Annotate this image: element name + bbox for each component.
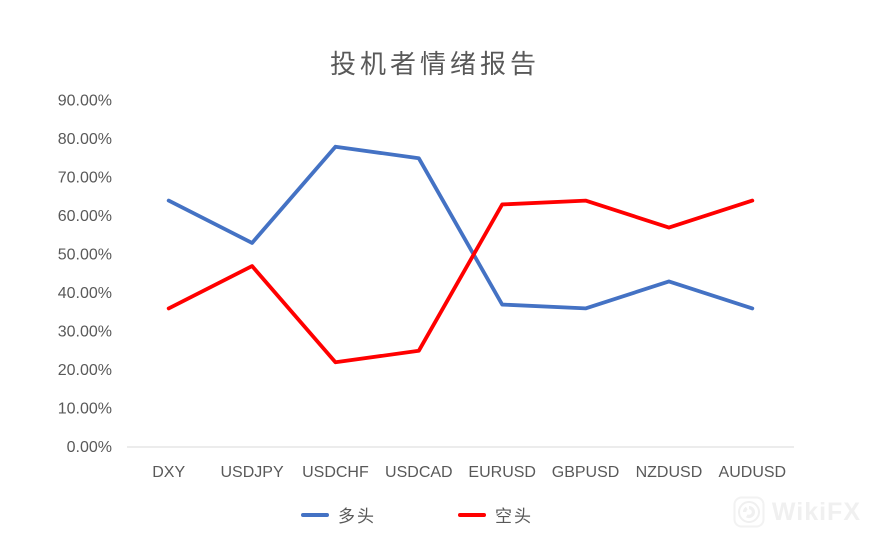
x-axis-category-label: USDCAD (385, 464, 453, 481)
x-axis-category-label: DXY (152, 464, 185, 481)
wikifx-logo-icon (733, 496, 765, 528)
x-axis-category-label: USDCHF (302, 464, 369, 481)
y-axis-tick-label: 90.00% (58, 93, 112, 110)
chart-legend: 多头 空头 (301, 502, 533, 527)
wikifx-watermark: WikiFX (733, 496, 861, 528)
legend-item: 多头 (301, 502, 376, 527)
y-axis-tick-label: 50.00% (58, 247, 112, 264)
legend-label: 多头 (338, 507, 376, 526)
y-axis-tick-label: 30.00% (58, 324, 112, 341)
x-axis-category-label: EURUSD (468, 464, 536, 481)
watermark-text: WikiFX (771, 497, 861, 526)
y-axis-tick-label: 20.00% (58, 362, 112, 379)
legend-swatch (458, 512, 486, 517)
y-axis-tick-label: 10.00% (58, 401, 112, 418)
legend-label: 空头 (495, 507, 533, 526)
series-line-0 (166, 144, 755, 311)
x-axis-category-label: USDJPY (221, 464, 284, 481)
y-axis-tick-label: 40.00% (58, 285, 112, 302)
series-line-1 (166, 198, 755, 365)
x-axis-category-label: GBPUSD (552, 464, 620, 481)
y-axis-tick-label: 80.00% (58, 131, 112, 148)
x-axis-category-label: AUDUSD (719, 464, 787, 481)
legend-item: 空头 (458, 502, 533, 527)
chart-title: 投机者情绪报告 (329, 49, 540, 79)
legend-swatch (301, 512, 329, 517)
y-axis-tick-label: 70.00% (58, 170, 112, 187)
y-axis-tick-label: 0.00% (67, 439, 112, 456)
x-axis-category-label: NZDUSD (636, 464, 703, 481)
y-axis-tick-label: 60.00% (58, 208, 112, 225)
